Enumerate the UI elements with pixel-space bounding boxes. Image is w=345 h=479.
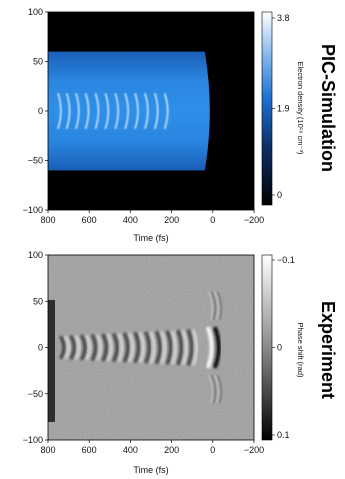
x-tick-label: −200 bbox=[244, 445, 264, 455]
y-axis-2: 100 50 0 −50 −100 bbox=[23, 250, 48, 445]
fringe-arc bbox=[208, 291, 213, 320]
colorbar-tick-label: 3.8 bbox=[277, 13, 290, 23]
fringe-arc bbox=[214, 375, 219, 404]
colorbar-1 bbox=[261, 11, 273, 206]
x-tick-label: 200 bbox=[164, 215, 179, 225]
wave-front bbox=[153, 92, 159, 130]
wave-front bbox=[163, 92, 169, 130]
wave-front bbox=[75, 92, 80, 130]
wave-front-light bbox=[128, 332, 134, 363]
wave-front-dark bbox=[80, 334, 87, 361]
panel-experiment: 800 600 400 200 0 −200 100 50 0 −50 −100 Time (fs… bbox=[23, 250, 338, 475]
panel-simulation: 800 600 400 200 0 −200 100 50 0 −50 −100 Time (fs… bbox=[23, 7, 338, 243]
x-tick-label: 0 bbox=[210, 215, 215, 225]
fringe-arc bbox=[211, 291, 216, 320]
fringe-arc bbox=[217, 291, 222, 320]
x-tick-label: 800 bbox=[40, 445, 55, 455]
colorbar-label-2: Phase shift (rad) bbox=[296, 322, 305, 378]
y-tick-label: 100 bbox=[28, 7, 43, 17]
wave-front-dark bbox=[59, 335, 66, 360]
x-tick-label: 400 bbox=[123, 215, 138, 225]
y-axis-1: 100 50 0 −50 −100 bbox=[23, 7, 48, 215]
wave-front-dark bbox=[101, 333, 108, 362]
wave-front-light bbox=[85, 334, 92, 361]
wave-front-dark bbox=[91, 334, 97, 361]
wave-front-light bbox=[181, 329, 188, 366]
x-tick-label: 400 bbox=[123, 445, 138, 455]
wave-fronts-1 bbox=[57, 92, 169, 130]
wave-front-light bbox=[160, 330, 167, 365]
wave-front-dark bbox=[155, 330, 162, 365]
wave-front-dark bbox=[187, 329, 193, 366]
y-tick-label: 50 bbox=[33, 296, 43, 306]
wave-front-dark bbox=[144, 331, 151, 364]
x-tick-label: 800 bbox=[40, 215, 55, 225]
x-tick-label: 200 bbox=[164, 445, 179, 455]
main-front-light bbox=[205, 326, 214, 369]
y-tick-label: 100 bbox=[28, 250, 43, 260]
colorbar-ticks-2: −0.1 0 0.1 bbox=[272, 255, 295, 440]
side-label-2: Experiment bbox=[318, 301, 338, 399]
x-axis-label-1: Time (fs) bbox=[133, 233, 168, 243]
fringe-arc bbox=[208, 375, 213, 404]
y-tick-label: 0 bbox=[38, 106, 43, 116]
wave-front-light bbox=[192, 329, 198, 366]
wave-front-light bbox=[106, 333, 113, 362]
y-tick-label: −100 bbox=[23, 435, 43, 445]
wave-front bbox=[104, 92, 110, 130]
y-tick-label: 50 bbox=[33, 57, 43, 67]
wave-front bbox=[124, 92, 130, 130]
heatmap-area-2 bbox=[48, 255, 254, 440]
wave-front-light bbox=[149, 331, 156, 364]
y-tick-label: −50 bbox=[28, 156, 43, 166]
x-tick-label: 600 bbox=[82, 215, 97, 225]
wave-front-light bbox=[74, 335, 81, 360]
wave-fronts-2 bbox=[59, 291, 222, 404]
x-tick-label: 600 bbox=[82, 445, 97, 455]
wave-front-dark bbox=[112, 333, 119, 362]
x-axis-label-2: Time (fs) bbox=[133, 465, 168, 475]
x-axis-1: 800 600 400 200 0 −200 bbox=[40, 210, 264, 225]
heatmap-area-1 bbox=[48, 12, 254, 210]
fringe-arc bbox=[217, 375, 222, 404]
wave-front bbox=[134, 92, 139, 130]
colorbar-tick-label: 1.9 bbox=[277, 104, 290, 114]
wave-front-dark bbox=[123, 332, 129, 363]
wave-front-light bbox=[96, 334, 102, 361]
fringe-arc bbox=[214, 291, 219, 320]
main-front-dark bbox=[212, 326, 221, 369]
wave-front-light bbox=[117, 333, 124, 362]
wave-front bbox=[94, 92, 100, 130]
y-tick-label: −100 bbox=[23, 205, 43, 215]
colorbar-tick-label: 0 bbox=[277, 343, 282, 353]
x-axis-2: 800 600 400 200 0 −200 bbox=[40, 440, 264, 455]
colorbar-label-1: Electron density (10¹⁹ cm⁻³) bbox=[296, 61, 305, 155]
fringe-arc bbox=[211, 375, 216, 404]
wave-front bbox=[144, 92, 149, 130]
left-edge-dark bbox=[48, 300, 55, 422]
colorbar-tick-label: 0.1 bbox=[277, 430, 290, 440]
colorbar-ticks-1: 3.8 1.9 0 bbox=[272, 13, 290, 200]
wave-front bbox=[114, 92, 120, 130]
wave-front-dark bbox=[166, 330, 172, 365]
colorbar-2 bbox=[261, 254, 273, 441]
wave-front-dark bbox=[133, 332, 140, 363]
wave-front bbox=[65, 92, 71, 130]
colorbar-tick-label: 0 bbox=[277, 190, 282, 200]
wave-front-dark bbox=[176, 329, 183, 366]
side-label-1: PIC-Simulation bbox=[318, 44, 338, 172]
y-tick-label: 0 bbox=[38, 343, 43, 353]
wave-front bbox=[57, 92, 62, 130]
x-tick-label: −200 bbox=[244, 215, 264, 225]
colorbar-tick-label: −0.1 bbox=[277, 255, 295, 265]
wave-front bbox=[84, 92, 90, 130]
x-tick-label: 0 bbox=[210, 445, 215, 455]
wave-front-dark bbox=[69, 335, 76, 360]
wave-front-light bbox=[64, 335, 71, 360]
y-tick-label: −50 bbox=[28, 389, 43, 399]
wave-front-light bbox=[138, 332, 145, 363]
wave-front-light bbox=[171, 330, 177, 365]
